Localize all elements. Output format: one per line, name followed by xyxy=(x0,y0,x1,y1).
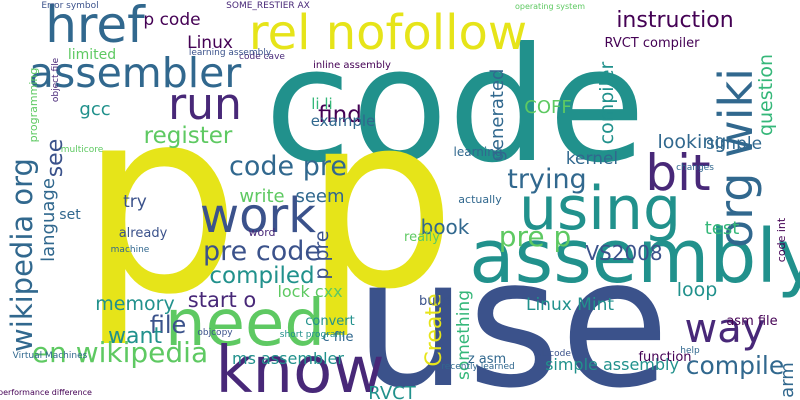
word: Linux xyxy=(187,33,233,53)
word: register xyxy=(144,123,233,149)
word: z asm xyxy=(468,352,506,367)
word: recently learned xyxy=(441,362,515,372)
word: memory xyxy=(95,293,174,315)
word: word xyxy=(248,226,275,239)
word: learning xyxy=(454,145,503,159)
word: trying xyxy=(507,164,586,195)
word: objcopy xyxy=(197,328,233,338)
word: wikipedia org xyxy=(5,158,39,352)
word: question xyxy=(755,54,777,136)
word: test xyxy=(705,218,740,239)
word: li li xyxy=(311,95,332,113)
word: something xyxy=(454,290,474,380)
word: using xyxy=(519,174,681,244)
word: en wikipedia xyxy=(32,336,208,369)
word: compiled xyxy=(209,263,314,289)
word: c file xyxy=(322,330,353,345)
word: operating system xyxy=(515,2,585,11)
word: bit xyxy=(645,144,710,202)
word: simple assembly xyxy=(545,355,679,374)
word: ms assembler xyxy=(232,349,344,368)
word: VS2008 xyxy=(585,241,662,265)
word: short program xyxy=(280,330,344,340)
word: simple xyxy=(706,134,762,154)
word: Create xyxy=(422,293,447,366)
word: COFF xyxy=(524,97,571,118)
word: actually xyxy=(458,193,502,206)
word: learning assembly xyxy=(189,48,272,58)
word: multicore xyxy=(61,145,104,155)
word: find xyxy=(318,102,362,128)
word: book xyxy=(421,215,470,239)
word: machine xyxy=(111,245,150,255)
word: compile xyxy=(686,351,785,380)
word: want xyxy=(108,324,162,349)
word: already xyxy=(119,226,168,241)
word: see xyxy=(43,139,68,178)
word: run xyxy=(168,79,242,130)
word: build xyxy=(419,294,451,309)
word: function xyxy=(638,350,691,365)
word: need xyxy=(165,287,325,361)
word: really xyxy=(404,230,440,245)
word: use xyxy=(354,220,669,400)
word: try xyxy=(123,192,147,212)
word: loop xyxy=(677,279,718,301)
word: performance difference xyxy=(0,388,92,397)
word: pre p xyxy=(499,220,572,253)
word: p xyxy=(304,62,456,342)
word: Virtual Machines xyxy=(13,351,88,361)
word: lock cxx xyxy=(277,282,342,301)
word: p code xyxy=(143,10,200,30)
word: href xyxy=(45,0,146,54)
word: know xyxy=(215,334,384,400)
word: code xyxy=(264,14,645,198)
word: assembler xyxy=(29,49,242,97)
word: compiler xyxy=(596,61,618,144)
word: rel nofollow xyxy=(249,5,527,61)
word: gcc xyxy=(79,99,110,120)
word: work xyxy=(200,188,316,244)
word: set xyxy=(59,207,81,223)
word: pre code xyxy=(203,236,321,267)
word: code cave xyxy=(239,52,285,62)
word: code int xyxy=(775,217,788,262)
word: Linux Mint xyxy=(526,295,614,315)
word: kernel xyxy=(566,149,618,169)
word: assembly xyxy=(469,214,800,300)
word: arm xyxy=(777,362,798,398)
word: example xyxy=(311,112,376,130)
word: instruction xyxy=(616,8,733,33)
word: way xyxy=(685,306,766,352)
word: start o xyxy=(188,288,256,312)
word: asm file xyxy=(726,314,777,329)
word: object file xyxy=(51,57,61,102)
word: seem xyxy=(295,186,344,207)
word: org wiki xyxy=(709,68,763,248)
word: p xyxy=(79,54,241,351)
word: inline assembly xyxy=(313,60,391,71)
word: write xyxy=(239,186,284,207)
word: Error symbol xyxy=(41,1,98,11)
word: p pre xyxy=(311,230,333,279)
word: changes xyxy=(676,163,714,173)
word: file xyxy=(150,311,187,339)
word: limited xyxy=(68,47,116,63)
word: code pre xyxy=(229,151,347,182)
word: generated xyxy=(487,69,508,162)
word: RVCT compiler xyxy=(605,36,701,51)
word: RVCT xyxy=(368,383,416,400)
word: SOME_RESTIER AX xyxy=(226,1,310,11)
word: programming xyxy=(27,68,40,143)
word: AL code xyxy=(535,349,571,359)
word: help xyxy=(680,346,700,356)
word: language xyxy=(38,178,59,262)
word: looking xyxy=(658,131,727,153)
word: convert xyxy=(305,314,354,329)
